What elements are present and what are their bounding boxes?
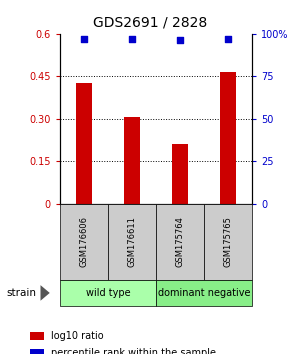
Bar bbox=[124, 117, 140, 204]
Point bbox=[82, 36, 86, 41]
Text: dominant negative: dominant negative bbox=[158, 288, 250, 298]
Point bbox=[226, 36, 230, 41]
Text: GDS2691 / 2828: GDS2691 / 2828 bbox=[93, 16, 207, 30]
Bar bbox=[172, 144, 188, 204]
Text: GSM176606: GSM176606 bbox=[80, 216, 88, 267]
Bar bbox=[76, 83, 92, 204]
Point bbox=[130, 36, 134, 41]
Text: percentile rank within the sample: percentile rank within the sample bbox=[51, 348, 216, 354]
Text: GSM175765: GSM175765 bbox=[224, 216, 232, 267]
Text: wild type: wild type bbox=[86, 288, 130, 298]
Text: GSM176611: GSM176611 bbox=[128, 216, 136, 267]
Bar bbox=[220, 72, 236, 204]
Text: GSM175764: GSM175764 bbox=[176, 216, 184, 267]
Point bbox=[178, 38, 182, 43]
Text: strain: strain bbox=[6, 288, 36, 298]
Text: log10 ratio: log10 ratio bbox=[51, 331, 104, 341]
